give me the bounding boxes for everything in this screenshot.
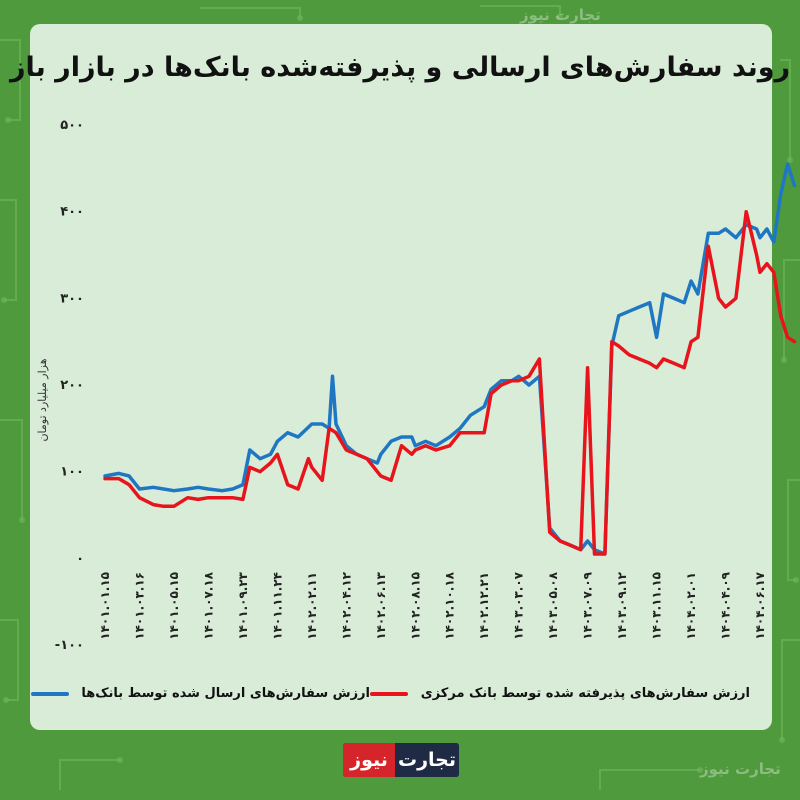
x-tick-label: ۱۴۰۱.۰۹.۲۳: [236, 571, 250, 639]
x-tick-label: ۱۴۰۳.۰۳.۰۷: [512, 571, 526, 639]
x-tick-label: ۱۴۰۱.۱۱.۲۴: [270, 572, 284, 640]
chart-card: [30, 24, 772, 730]
y-tick-label: ۵۰۰: [60, 118, 84, 133]
y-tick-label: -۱۰۰: [55, 638, 84, 653]
y-tick-label: ۴۰۰: [60, 205, 84, 220]
series-line-accepted: [103, 209, 797, 556]
legend-accepted-swatch: [370, 691, 409, 696]
x-tick-label: ۱۴۰۲.۰۲.۱۱: [305, 572, 319, 640]
x-tick-label: ۱۴۰۱.۰۷.۱۸: [201, 571, 215, 639]
x-tick-label: ۱۴۰۱.۰۱.۱۵: [98, 572, 112, 640]
logo-text-1: تجارت: [395, 743, 459, 777]
x-tick-label: ۱۴۰۲.۰۴.۱۲: [339, 571, 353, 639]
x-tick-label: ۱۴۰۲.۱۲.۲۱: [477, 572, 491, 640]
legend-accepted: ارزش سفارش‌های پذیرفته شده توسط بانک مرک…: [370, 686, 750, 706]
legend-sent: ارزش سفارش‌های ارسال شده توسط بانک‌ها: [30, 686, 370, 706]
y-tick-label: ۱۰۰: [60, 465, 84, 480]
x-tick-label: ۱۴۰۲.۱۰.۱۸: [443, 571, 457, 639]
watermark-top: تجارت نیوز: [520, 6, 601, 24]
x-tick-label: ۱۴۰۳.۰۹.۱۲: [615, 571, 629, 639]
logo-text-2: نیوز: [343, 743, 395, 777]
y-tick-label: ۲۰۰: [60, 378, 84, 393]
watermark-bottom: تجارت نیوز: [700, 760, 781, 778]
x-tick-label: ۱۴۰۱.۰۳.۱۶: [132, 572, 146, 640]
series-line-sent: [103, 162, 797, 556]
legend-sent-label: ارزش سفارش‌های ارسال شده توسط بانک‌ها: [81, 686, 370, 701]
y-tick-label: ۰: [76, 551, 84, 566]
chart-title: روند سفارش‌های ارسالی و پذیرفته‌شده بانک…: [9, 52, 791, 83]
x-tick-label: ۱۴۰۴.۰۲.۰۱: [684, 572, 698, 640]
legend-sent-swatch: [30, 691, 69, 696]
x-tick-label: ۱۴۰۲.۰۶.۱۳: [374, 571, 388, 639]
x-tick-label: ۱۴۰۲.۰۸.۱۵: [408, 572, 422, 640]
x-tick-label: ۱۴۰۳.۰۵.۰۸: [546, 571, 560, 639]
legend-accepted-label: ارزش سفارش‌های پذیرفته شده توسط بانک مرک…: [420, 686, 750, 701]
x-tick-label: ۱۴۰۳.۱۱.۱۵: [650, 572, 664, 640]
x-tick-label: ۱۴۰۳.۰۷.۰۹: [581, 571, 595, 639]
x-tick-label: ۱۴۰۱.۰۵.۱۵: [167, 572, 181, 640]
x-tick-label: ۱۴۰۴.۰۴.۰۹: [719, 571, 733, 639]
y-tick-label: ۳۰۰: [60, 291, 84, 306]
y-axis-label: هزار میلیارد تومان: [36, 358, 49, 441]
brand-logo: تجارت نیوز: [343, 743, 459, 777]
x-tick-label: ۱۴۰۴.۰۶.۱۷: [753, 571, 767, 639]
